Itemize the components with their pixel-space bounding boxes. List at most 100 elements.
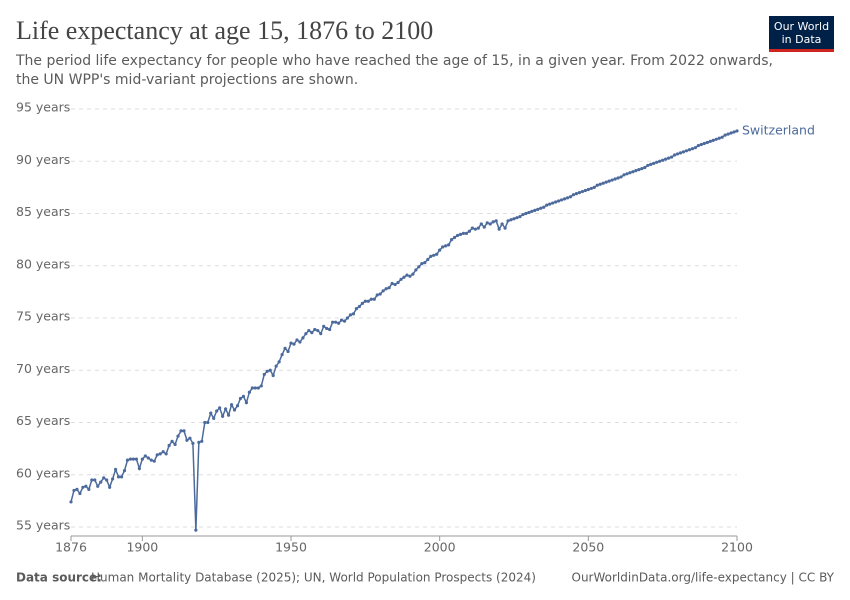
point [500,222,504,226]
point [622,173,626,177]
point [655,160,659,164]
point [247,390,251,394]
point [384,287,388,291]
point [649,162,653,166]
point [473,227,477,231]
point [482,225,486,229]
point [116,475,121,479]
point [494,219,498,223]
credit[interactable]: OurWorldinData.org/life-expectancy | CC … [572,571,835,585]
point [307,328,311,333]
point [194,528,198,532]
logo-text: Our World [774,20,829,33]
point [241,394,246,398]
point [527,210,531,215]
point [176,434,180,438]
point [203,420,207,425]
logo[interactable]: Our World in Data [769,16,834,52]
point [161,450,165,454]
point [351,312,356,316]
point [693,146,697,150]
point [286,349,290,354]
point [345,316,350,320]
logo-box [769,16,834,51]
point [681,150,686,154]
y-tick-label: 75 years [16,309,70,324]
point [509,218,513,222]
point [360,301,364,305]
point [128,457,133,461]
point [146,456,150,460]
point [200,439,204,443]
point [298,340,302,344]
point [143,454,147,458]
point [646,163,650,168]
point [714,137,718,141]
y-tick-label: 60 years [16,465,70,480]
point [702,141,706,146]
point [464,231,469,235]
point [250,386,254,390]
y-tick-label: 95 years [16,100,70,115]
point [408,274,412,278]
point [625,172,629,176]
point [125,458,130,462]
point [515,216,519,220]
point [331,320,335,324]
point [720,135,724,139]
point [280,352,284,357]
point [429,254,433,258]
point [690,147,695,151]
y-tick-label: 55 years [16,518,70,533]
point [455,233,460,238]
chart-title: Life expectancy at age 15, 1876 to 2100 [16,16,433,45]
point [661,158,665,162]
point [393,282,397,287]
point [390,281,394,286]
point [640,166,644,171]
point [119,475,124,479]
point [491,220,495,224]
series-label: Switzerland [742,122,815,137]
point [262,372,266,377]
point [218,406,222,410]
point [313,327,317,332]
point [81,485,85,489]
point [140,457,144,461]
point [420,262,424,266]
point [548,202,552,206]
point [530,209,534,214]
point [485,221,489,225]
logo-text: in Data [782,33,822,46]
point [99,480,103,484]
point [292,342,296,346]
point [289,341,293,345]
point [438,248,442,252]
point [417,265,421,269]
point [164,452,168,456]
point [613,177,617,181]
point [316,328,320,333]
point [696,143,700,148]
point [604,180,608,184]
point [667,156,671,160]
point [369,297,373,301]
point [354,306,359,311]
point [705,140,709,145]
point [711,138,715,142]
point [565,196,570,200]
point [215,409,219,413]
point [723,133,727,137]
point [467,229,472,233]
point [678,151,683,155]
point [185,438,189,442]
point [521,212,525,217]
source: Human Mortality Database (2025); UN, Wor… [91,571,536,585]
point [274,364,278,368]
point [452,235,457,240]
point [375,293,379,297]
point [209,411,213,415]
point [188,436,192,440]
point [366,299,370,303]
point [634,169,638,173]
